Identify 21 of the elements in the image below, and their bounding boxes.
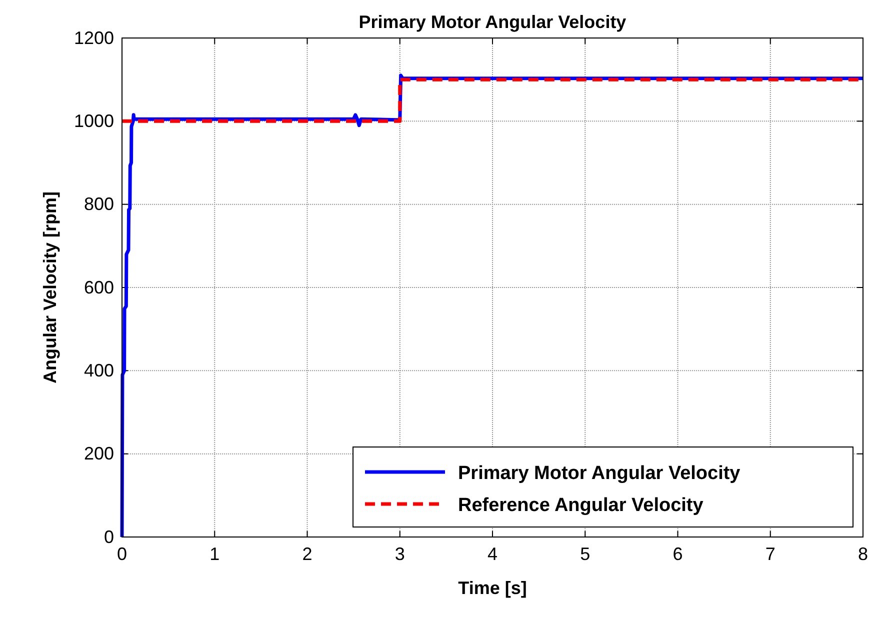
y-tick-label: 600 [84, 277, 114, 298]
x-tick-label: 6 [672, 544, 683, 564]
y-tick-label: 1000 [74, 110, 114, 131]
legend-label: Primary Motor Angular Velocity [458, 463, 741, 484]
x-tick-label: 3 [394, 544, 405, 564]
y-tick-label: 1200 [74, 28, 114, 48]
x-tick-label: 5 [580, 544, 590, 564]
y-tick-label: 200 [84, 444, 114, 464]
x-tick-label: 8 [858, 544, 868, 564]
chart-title: Primary Motor Angular Velocity [358, 12, 626, 32]
x-tick-label: 2 [302, 544, 312, 564]
x-tick-label: 7 [765, 544, 776, 564]
x-tick-label: 0 [116, 544, 128, 564]
y-tick-label: 400 [84, 360, 114, 380]
x-axis-title: Time [s] [458, 578, 527, 598]
y-axis-title: Angular Velocity [rpm] [40, 191, 60, 384]
y-tick-label: 0 [104, 526, 114, 547]
legend-label: Reference Angular Velocity [458, 495, 704, 516]
x-tick-label: 4 [487, 544, 498, 564]
x-tick-label: 1 [210, 544, 220, 564]
y-tick-label: 800 [84, 194, 114, 214]
